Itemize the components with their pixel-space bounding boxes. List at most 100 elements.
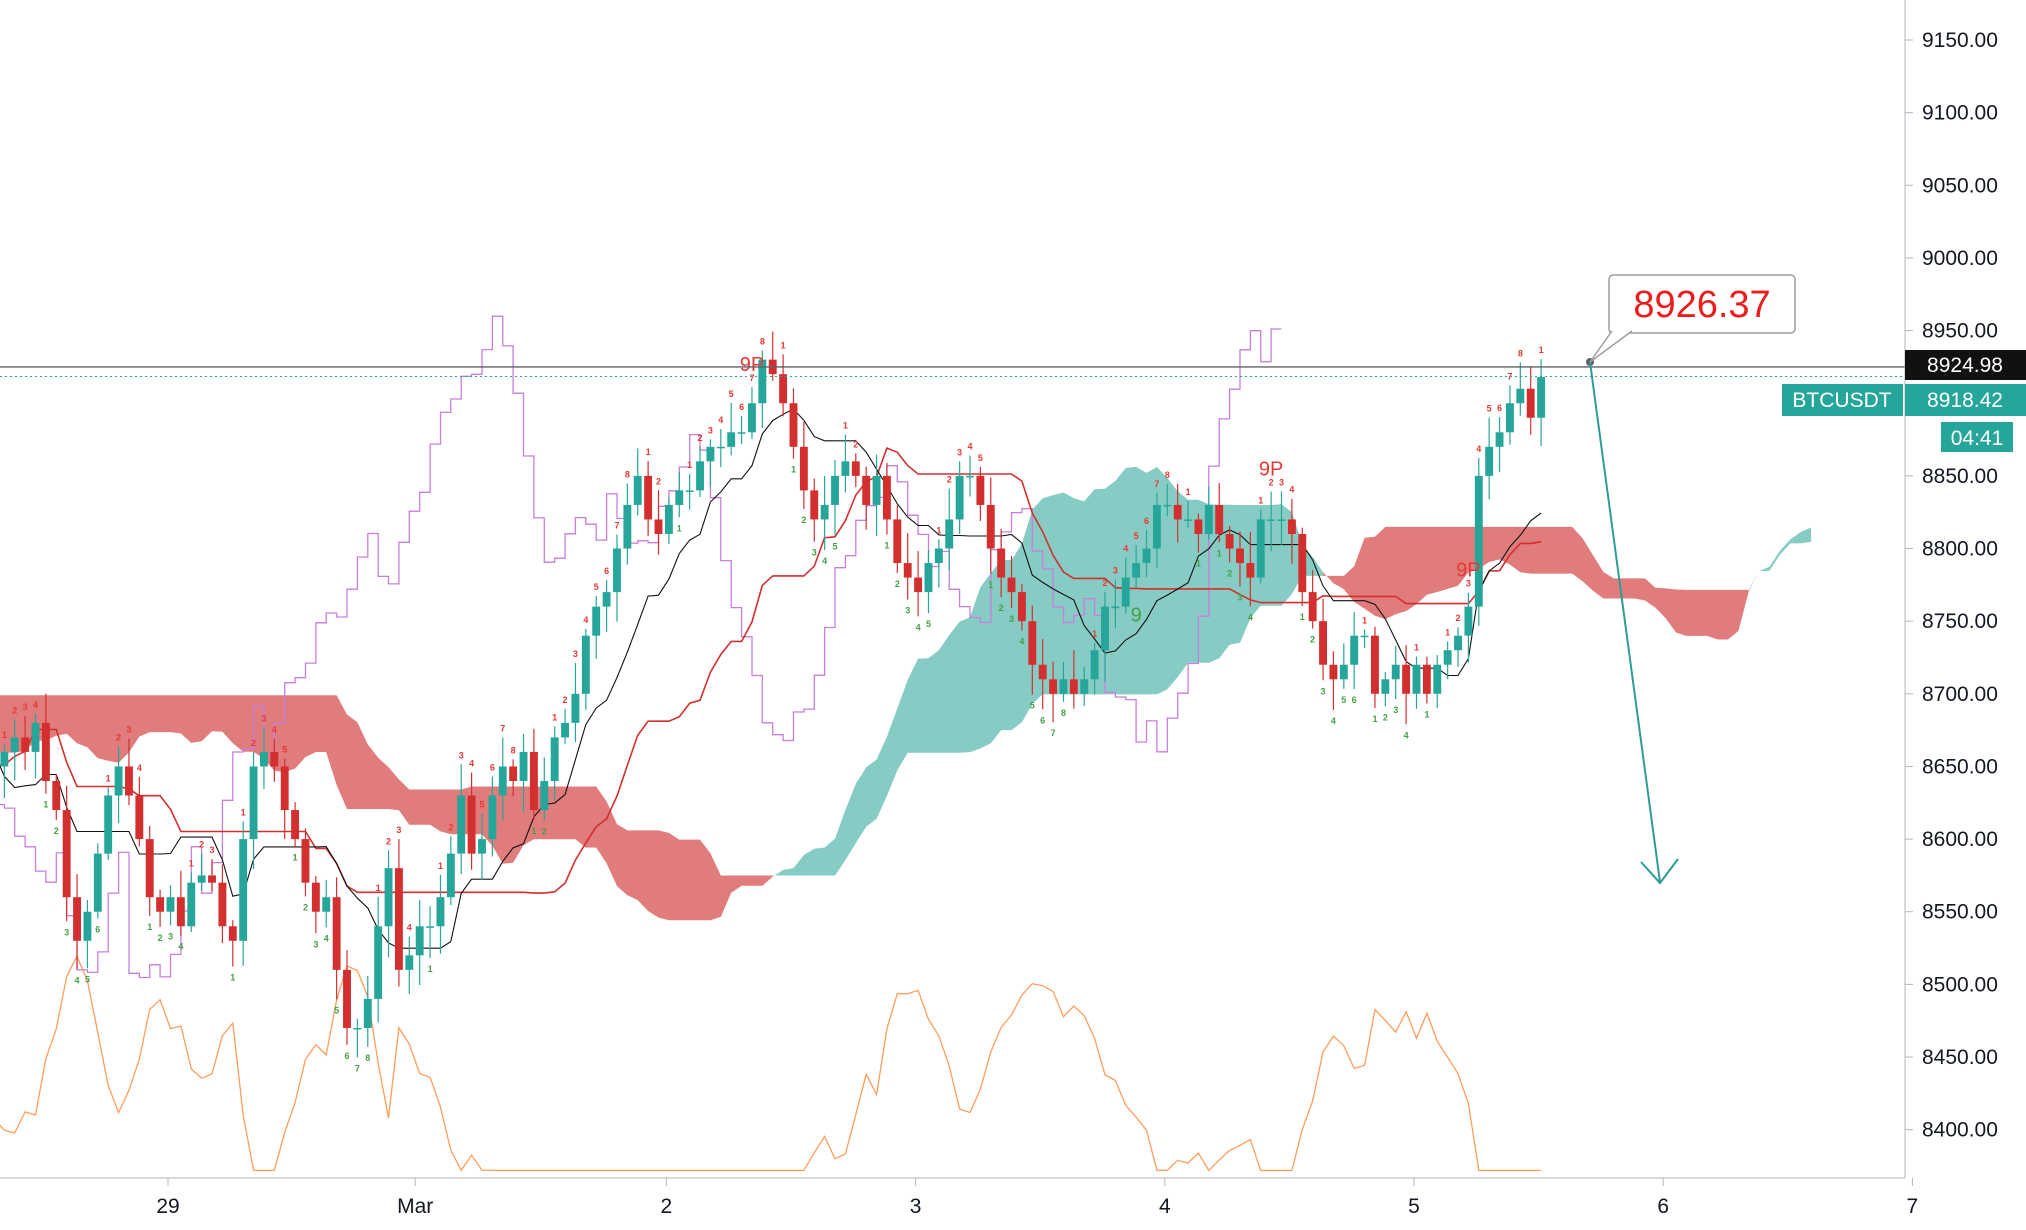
candle-bullish[interactable] xyxy=(1277,491,1286,545)
candle-bullish[interactable] xyxy=(10,719,19,781)
candle-bullish[interactable] xyxy=(1184,500,1193,528)
candle-bullish[interactable] xyxy=(820,475,829,551)
candle-bullish[interactable] xyxy=(166,885,175,926)
candle-bullish[interactable] xyxy=(239,821,248,966)
candle-bearish[interactable] xyxy=(768,331,777,381)
candle-bearish[interactable] xyxy=(218,864,227,943)
candle-bullish[interactable] xyxy=(1152,492,1161,568)
candle-bullish[interactable] xyxy=(1121,557,1130,614)
candle-bullish[interactable] xyxy=(613,534,621,622)
candle-bullish[interactable] xyxy=(1537,359,1546,447)
candle-bearish[interactable] xyxy=(810,478,819,542)
candle-bearish[interactable] xyxy=(1287,498,1296,564)
candle-bullish[interactable] xyxy=(415,899,424,986)
candle-bullish[interactable] xyxy=(934,539,943,588)
horizontal-price-line[interactable] xyxy=(0,358,1905,377)
candle-bearish[interactable] xyxy=(467,772,476,870)
candle-bearish[interactable] xyxy=(145,825,154,916)
candle-bullish[interactable] xyxy=(488,776,497,857)
candle-bearish[interactable] xyxy=(882,462,891,535)
candle-bullish[interactable] xyxy=(831,460,839,536)
candle-bullish[interactable] xyxy=(519,733,528,813)
candle-bullish[interactable] xyxy=(696,446,704,497)
candle-bearish[interactable] xyxy=(394,839,403,987)
candle-bullish[interactable] xyxy=(1516,362,1525,416)
candle-bullish[interactable] xyxy=(114,746,123,824)
candle-bullish[interactable] xyxy=(758,350,767,429)
candle-bearish[interactable] xyxy=(62,785,71,922)
candle-bearish[interactable] xyxy=(1069,650,1078,709)
candle-bullish[interactable] xyxy=(457,764,466,874)
candle-bullish[interactable] xyxy=(571,662,580,743)
candle-bullish[interactable] xyxy=(1080,666,1089,706)
candle-bullish[interactable] xyxy=(1505,385,1514,445)
candle-bearish[interactable] xyxy=(1246,532,1255,607)
candle-bullish[interactable] xyxy=(436,874,445,954)
candle-bearish[interactable] xyxy=(332,877,341,1000)
candle-bullish[interactable] xyxy=(1485,417,1494,500)
candle-bearish[interactable] xyxy=(654,490,663,555)
candle-bullish[interactable] xyxy=(1101,591,1109,682)
candle-bullish[interactable] xyxy=(83,899,92,969)
candle-bearish[interactable] xyxy=(1007,555,1016,608)
candle-bearish[interactable] xyxy=(1319,598,1327,681)
candle-bearish[interactable] xyxy=(862,466,871,530)
candle-bullish[interactable] xyxy=(322,879,331,928)
callout-box[interactable]: 8926.37 xyxy=(1589,274,1796,363)
candle-bullish[interactable] xyxy=(872,454,881,536)
candle-bearish[interactable] xyxy=(529,728,538,820)
candle-bullish[interactable] xyxy=(706,439,715,487)
candle-bearish[interactable] xyxy=(1038,639,1047,710)
candle-bullish[interactable] xyxy=(1111,579,1120,629)
candle-bullish[interactable] xyxy=(1391,645,1400,700)
candle-bullish[interactable] xyxy=(540,757,549,821)
candle-bullish[interactable] xyxy=(1381,671,1390,707)
candle-bullish[interactable] xyxy=(187,872,196,933)
candle-bullish[interactable] xyxy=(966,455,974,497)
candle-bearish[interactable] xyxy=(1422,656,1431,704)
candle-bearish[interactable] xyxy=(789,388,798,459)
candle-bearish[interactable] xyxy=(997,528,1006,598)
candle-bearish[interactable] xyxy=(1526,366,1535,435)
candle-bullish[interactable] xyxy=(1059,661,1068,702)
candle-bullish[interactable] xyxy=(945,488,954,571)
forecast-arrow[interactable] xyxy=(1589,361,1679,885)
candle-bearish[interactable] xyxy=(1236,531,1244,587)
candle-bearish[interactable] xyxy=(1308,570,1317,629)
candle-bullish[interactable] xyxy=(374,896,383,1023)
candle-bullish[interactable] xyxy=(592,596,601,659)
candle-bearish[interactable] xyxy=(1329,651,1338,710)
candle-bullish[interactable] xyxy=(633,448,642,516)
candle-bearish[interactable] xyxy=(1371,626,1379,709)
candle-bullish[interactable] xyxy=(1204,487,1213,540)
candle-bearish[interactable] xyxy=(343,950,351,1045)
candle-bullish[interactable] xyxy=(1412,656,1421,709)
candle-bearish[interactable] xyxy=(1215,482,1224,543)
candle-bearish[interactable] xyxy=(976,466,985,521)
candle-bullish[interactable] xyxy=(1360,629,1369,648)
candle-bullish[interactable] xyxy=(1339,643,1348,689)
candle-bullish[interactable] xyxy=(384,850,393,958)
candle-bullish[interactable] xyxy=(727,402,736,456)
candle-bullish[interactable] xyxy=(93,843,102,919)
candle-bearish[interactable] xyxy=(914,551,923,617)
candle-bullish[interactable] xyxy=(1256,509,1265,584)
candle-bullish[interactable] xyxy=(1464,592,1473,663)
candle-bearish[interactable] xyxy=(21,716,30,771)
candle-bearish[interactable] xyxy=(851,453,860,488)
candle-bullish[interactable] xyxy=(1090,643,1099,695)
candle-bearish[interactable] xyxy=(644,461,653,537)
candle-bearish[interactable] xyxy=(893,505,902,574)
time-axis[interactable]: 29 Mar 2 3 4 5 6 7 xyxy=(0,1177,1918,1218)
candle-bearish[interactable] xyxy=(125,738,133,806)
candle-bearish[interactable] xyxy=(311,876,320,934)
candle-bullish[interactable] xyxy=(197,853,206,891)
candle-bullish[interactable] xyxy=(363,975,372,1047)
candle-bullish[interactable] xyxy=(1132,545,1141,588)
candle-bullish[interactable] xyxy=(716,429,725,468)
candle-bearish[interactable] xyxy=(73,874,81,970)
candle-bullish[interactable] xyxy=(664,496,673,545)
candle-bearish[interactable] xyxy=(509,759,518,797)
candle-bullish[interactable] xyxy=(924,550,933,614)
